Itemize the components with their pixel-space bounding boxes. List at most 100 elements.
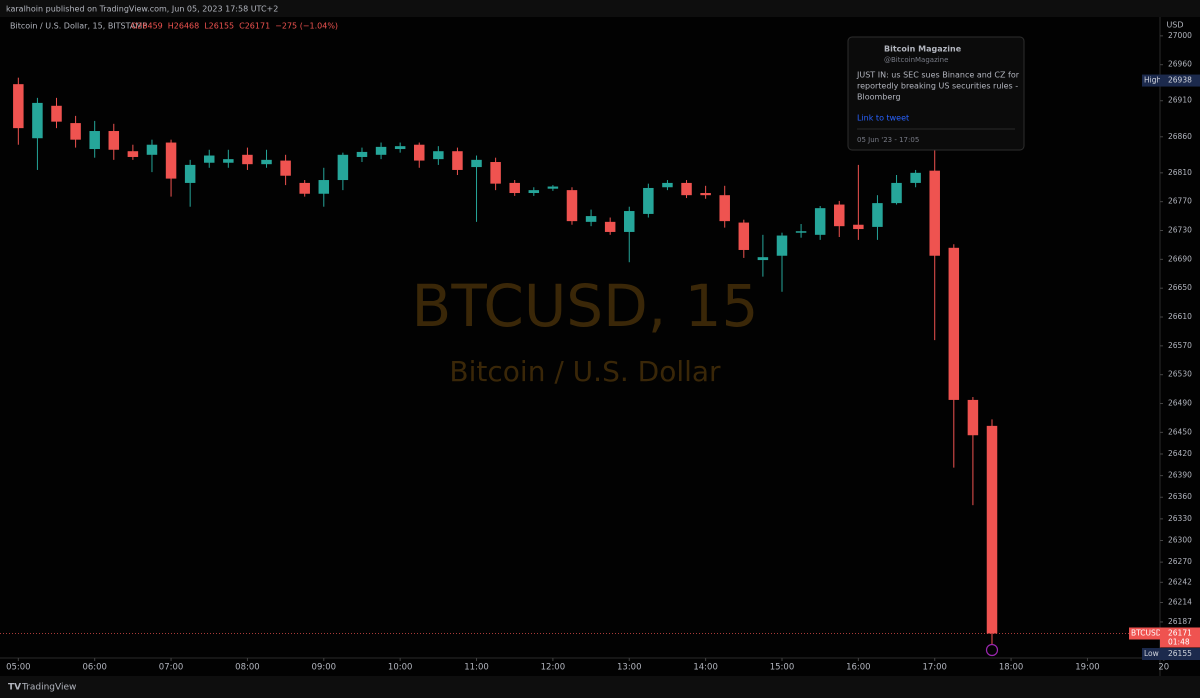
x-tick-label: 07:00 bbox=[159, 663, 184, 673]
candle-body bbox=[471, 159, 482, 168]
watermark: BTCUSD, 15 bbox=[412, 272, 759, 340]
ohlc-label: H26468 bbox=[168, 22, 199, 31]
candle-body bbox=[261, 159, 272, 165]
ohlc-label: C26171 bbox=[239, 22, 270, 31]
last-price-name: BTCUSD bbox=[1131, 628, 1162, 637]
candle-body bbox=[948, 247, 960, 400]
candle-body bbox=[757, 257, 769, 261]
candle-body bbox=[776, 235, 788, 256]
y-tick-label: 26690 bbox=[1168, 254, 1192, 263]
y-tick-label: 26960 bbox=[1168, 60, 1192, 69]
y-tick-label: 26214 bbox=[1168, 597, 1192, 606]
tweet-box bbox=[847, 36, 1025, 151]
y-tick-label: 26650 bbox=[1168, 283, 1192, 292]
y-tick-label: 26730 bbox=[1168, 226, 1192, 235]
y-tick-label: 26300 bbox=[1168, 535, 1192, 544]
candle-body bbox=[986, 425, 998, 634]
y-tick-label: 26770 bbox=[1168, 197, 1192, 206]
y-tick-label: 26390 bbox=[1168, 471, 1192, 480]
last-price-value-box bbox=[1160, 627, 1200, 648]
candle-body bbox=[738, 222, 750, 250]
candle-body bbox=[604, 221, 616, 232]
x-tick-label: 16:00 bbox=[846, 663, 871, 673]
y-tick-label: 26270 bbox=[1168, 557, 1192, 566]
y-tick-label: 26490 bbox=[1168, 399, 1192, 408]
candle-body bbox=[356, 151, 368, 157]
candle-body bbox=[834, 204, 845, 227]
candle-body bbox=[910, 172, 921, 183]
x-tick-label: 19:00 bbox=[1075, 663, 1100, 673]
candle-body bbox=[203, 155, 215, 163]
countdown: 01:48 bbox=[1168, 637, 1190, 646]
candle-body bbox=[814, 208, 826, 235]
candle-body bbox=[165, 142, 177, 179]
candle-body bbox=[413, 144, 425, 161]
x-tick-label: 15:00 bbox=[770, 663, 795, 673]
ohlc-label: O26459 bbox=[131, 22, 163, 31]
low-marker-value: 26155 bbox=[1168, 649, 1192, 658]
candle-body bbox=[375, 146, 387, 155]
tweet-text: reportedly breaking US securities rules … bbox=[857, 82, 1018, 91]
x-tick-label: 17:00 bbox=[922, 663, 947, 673]
low-marker-value-box bbox=[1160, 648, 1200, 661]
ohlc-label: −275 (−1.04%) bbox=[275, 22, 338, 31]
y-tick-label: 26530 bbox=[1168, 370, 1192, 379]
high-marker-value-box bbox=[1160, 74, 1200, 87]
candle-body bbox=[585, 216, 597, 222]
y-tick-label: 27000 bbox=[1168, 31, 1192, 40]
candle-body bbox=[127, 151, 139, 157]
y-tick-label: 26420 bbox=[1168, 449, 1192, 458]
footer-logo: TV bbox=[8, 683, 21, 693]
tweet-link[interactable]: Link to tweet bbox=[857, 114, 909, 123]
candle-body bbox=[509, 182, 520, 194]
candle-body bbox=[643, 187, 654, 214]
tweet-text: Bloomberg bbox=[857, 93, 901, 102]
y-tick-label: 26187 bbox=[1168, 617, 1192, 626]
candle-body bbox=[795, 231, 807, 233]
publisher-bar bbox=[0, 0, 1200, 17]
low-marker-box bbox=[1142, 648, 1160, 661]
x-tick-label: 13:00 bbox=[617, 663, 642, 673]
ohlc-label: L26155 bbox=[204, 22, 234, 31]
candle-body bbox=[337, 154, 349, 181]
x-tick-label: 10:00 bbox=[388, 663, 413, 673]
candle-body bbox=[184, 164, 196, 183]
candle-body bbox=[318, 180, 330, 194]
tweet-card: Bitcoin Magazine @BitcoinMagazine JUST I… bbox=[847, 36, 1025, 151]
last-price-value: 26171 bbox=[1168, 628, 1192, 637]
candle-body bbox=[108, 131, 120, 150]
candle-body bbox=[280, 160, 291, 176]
high-marker-box bbox=[1142, 74, 1160, 87]
tweet-date: 05 Jun '23 - 17:05 bbox=[857, 136, 919, 144]
candle-body bbox=[719, 195, 730, 222]
x-tick-label: 12:00 bbox=[541, 663, 566, 673]
candle-body bbox=[433, 151, 444, 160]
x-tick-label: 18:00 bbox=[999, 663, 1024, 673]
candle-body bbox=[528, 190, 540, 194]
x-tick-label: 20 bbox=[1158, 663, 1169, 673]
y-axis-title: USD bbox=[1166, 21, 1183, 30]
candle-body bbox=[70, 123, 81, 140]
candle-body bbox=[967, 399, 979, 436]
high-marker-name: High bbox=[1144, 76, 1161, 85]
candle-body bbox=[681, 182, 692, 196]
candle-body bbox=[929, 170, 940, 256]
y-tick-label: 26610 bbox=[1168, 312, 1192, 321]
candle-body bbox=[566, 190, 578, 222]
candle-body bbox=[872, 203, 883, 227]
y-tick-label: 26860 bbox=[1168, 132, 1192, 141]
y-tick-label: 26910 bbox=[1168, 96, 1192, 105]
last-price-box bbox=[1129, 627, 1160, 640]
candle-body bbox=[299, 182, 310, 194]
x-tick-label: 09:00 bbox=[312, 663, 337, 673]
candle-body bbox=[32, 102, 43, 139]
candle-body bbox=[223, 159, 234, 163]
candle-body bbox=[13, 84, 24, 129]
x-tick-label: 06:00 bbox=[82, 663, 107, 673]
y-tick-label: 26330 bbox=[1168, 514, 1192, 523]
x-tick-label: 14:00 bbox=[693, 663, 718, 673]
low-marker-name: Low bbox=[1144, 649, 1159, 658]
candle-body bbox=[51, 105, 62, 122]
